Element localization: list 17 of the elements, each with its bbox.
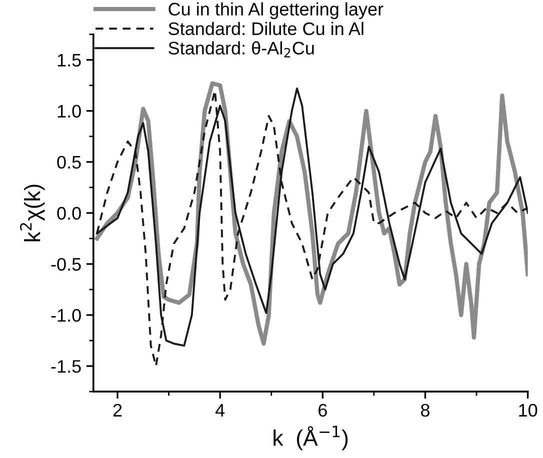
legend-label: Cu in thin Al gettering layer xyxy=(168,2,384,20)
y-tick-label: -1.5 xyxy=(51,360,81,373)
y-tick-label: 1.5 xyxy=(58,54,81,67)
y-tick-label: 1.0 xyxy=(58,104,81,118)
y-tick-label: 0.5 xyxy=(57,156,81,169)
y-tick-label: 0.0 xyxy=(57,206,81,220)
legend-label: Standard: θ-Al$_{2}$Cu xyxy=(168,41,314,58)
legend-label: Standard: Dilute Cu in Al xyxy=(168,22,364,36)
x-axis-title: k (Å$^{−1}$) xyxy=(274,426,348,450)
x-tick-label: 6 xyxy=(318,404,327,417)
x-tick-label: 8 xyxy=(420,404,430,417)
x-tick-label: 4 xyxy=(215,404,225,416)
y-tick-label: -1.0 xyxy=(51,308,81,322)
y-axis-title: k$^{2}$χ(k) xyxy=(20,184,45,242)
x-tick-label: 10 xyxy=(519,404,538,417)
x-tick-label: 2 xyxy=(113,404,122,416)
y-tick-label: -0.5 xyxy=(51,258,81,271)
